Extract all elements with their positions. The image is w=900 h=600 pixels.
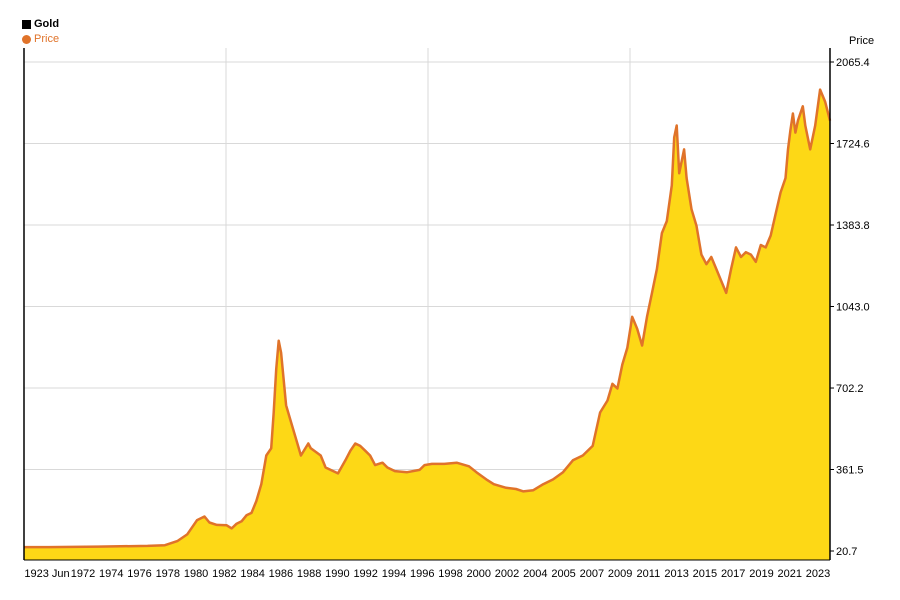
- x-tick-label: 1984: [240, 568, 264, 580]
- legend-series-label: Price: [34, 33, 60, 45]
- x-tick-label: 1923 Jun: [24, 568, 69, 580]
- x-tick-label: 1994: [382, 568, 406, 580]
- x-tick-label: 1992: [353, 568, 377, 580]
- x-tick-label: 1972: [71, 568, 95, 580]
- x-tick-label: 2004: [523, 568, 547, 580]
- axes: [23, 48, 831, 561]
- x-tick-label: 2002: [495, 568, 519, 580]
- price-series-line: [24, 88, 832, 549]
- y-tick-label: 2065.4: [836, 57, 870, 69]
- legend-square-icon: [22, 20, 31, 29]
- y-tick-label: 702.2: [836, 383, 864, 395]
- x-tick-label: 2009: [608, 568, 632, 580]
- y-axis-ticks: 20.7 361.5 702.2 1043.0 1383.8 1724.6 2065.4: [830, 57, 870, 558]
- price-area-fill: [24, 89, 830, 560]
- legend: Gold Price: [22, 17, 59, 47]
- legend-title: Gold: [34, 18, 60, 30]
- x-tick-label: 2023: [806, 568, 830, 580]
- y-tick-label: 1043.0: [836, 302, 870, 314]
- x-tick-label: 1986: [269, 568, 293, 580]
- y-axis-label: Price: [849, 35, 874, 47]
- x-tick-label: 2007: [580, 568, 604, 580]
- x-tick-label: 2013: [664, 568, 688, 580]
- x-tick-label: 2017: [721, 568, 745, 580]
- x-tick-label: 1988: [297, 568, 321, 580]
- x-tick-label: 1982: [212, 568, 236, 580]
- x-tick-label: 2000: [467, 568, 491, 580]
- y-tick-label: 20.7: [836, 546, 857, 558]
- legend-dot-icon: [22, 35, 31, 44]
- y-tick-label: 361.5: [836, 464, 864, 476]
- y-tick-label: 1724.6: [836, 139, 870, 151]
- x-tick-label: 1974: [99, 568, 123, 580]
- price-area: [24, 88, 832, 560]
- x-tick-label: 2011: [637, 568, 661, 580]
- y-tick-label: 1383.8: [836, 220, 870, 232]
- x-tick-label: 2019: [749, 568, 773, 580]
- x-tick-label: 2005: [551, 568, 575, 580]
- x-tick-label: 2015: [693, 568, 717, 580]
- x-axis-ticks: 1923 Jun 1972 1974 1976 1978 1980 1982 1984 1986…: [24, 568, 830, 580]
- legend-title-row: Gold: [22, 17, 59, 32]
- legend-series-row[interactable]: Price: [22, 32, 59, 47]
- x-tick-label: 1998: [438, 568, 462, 580]
- x-tick-label: 1980: [184, 568, 208, 580]
- x-tick-label: 1996: [410, 568, 434, 580]
- x-tick-label: 1976: [127, 568, 151, 580]
- x-tick-label: 1978: [156, 568, 180, 580]
- x-tick-label: 2021: [777, 568, 801, 580]
- x-tick-label: 1990: [325, 568, 349, 580]
